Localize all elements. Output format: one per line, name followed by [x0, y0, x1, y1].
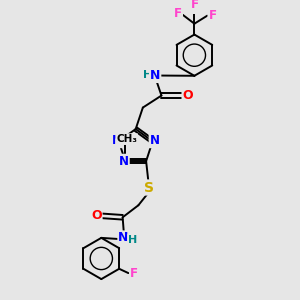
Text: N: N — [112, 134, 122, 147]
Text: H: H — [128, 235, 137, 245]
Text: F: F — [130, 267, 138, 280]
Text: F: F — [190, 0, 198, 11]
Text: H: H — [142, 70, 152, 80]
Text: F: F — [174, 7, 182, 20]
Text: N: N — [118, 231, 129, 244]
Text: CH₃: CH₃ — [116, 134, 137, 144]
Text: N: N — [150, 69, 160, 82]
Text: S: S — [144, 181, 154, 194]
Text: F: F — [208, 9, 216, 22]
Text: N: N — [119, 155, 129, 168]
Text: O: O — [182, 89, 193, 102]
Text: O: O — [91, 209, 102, 222]
Text: N: N — [150, 134, 160, 147]
